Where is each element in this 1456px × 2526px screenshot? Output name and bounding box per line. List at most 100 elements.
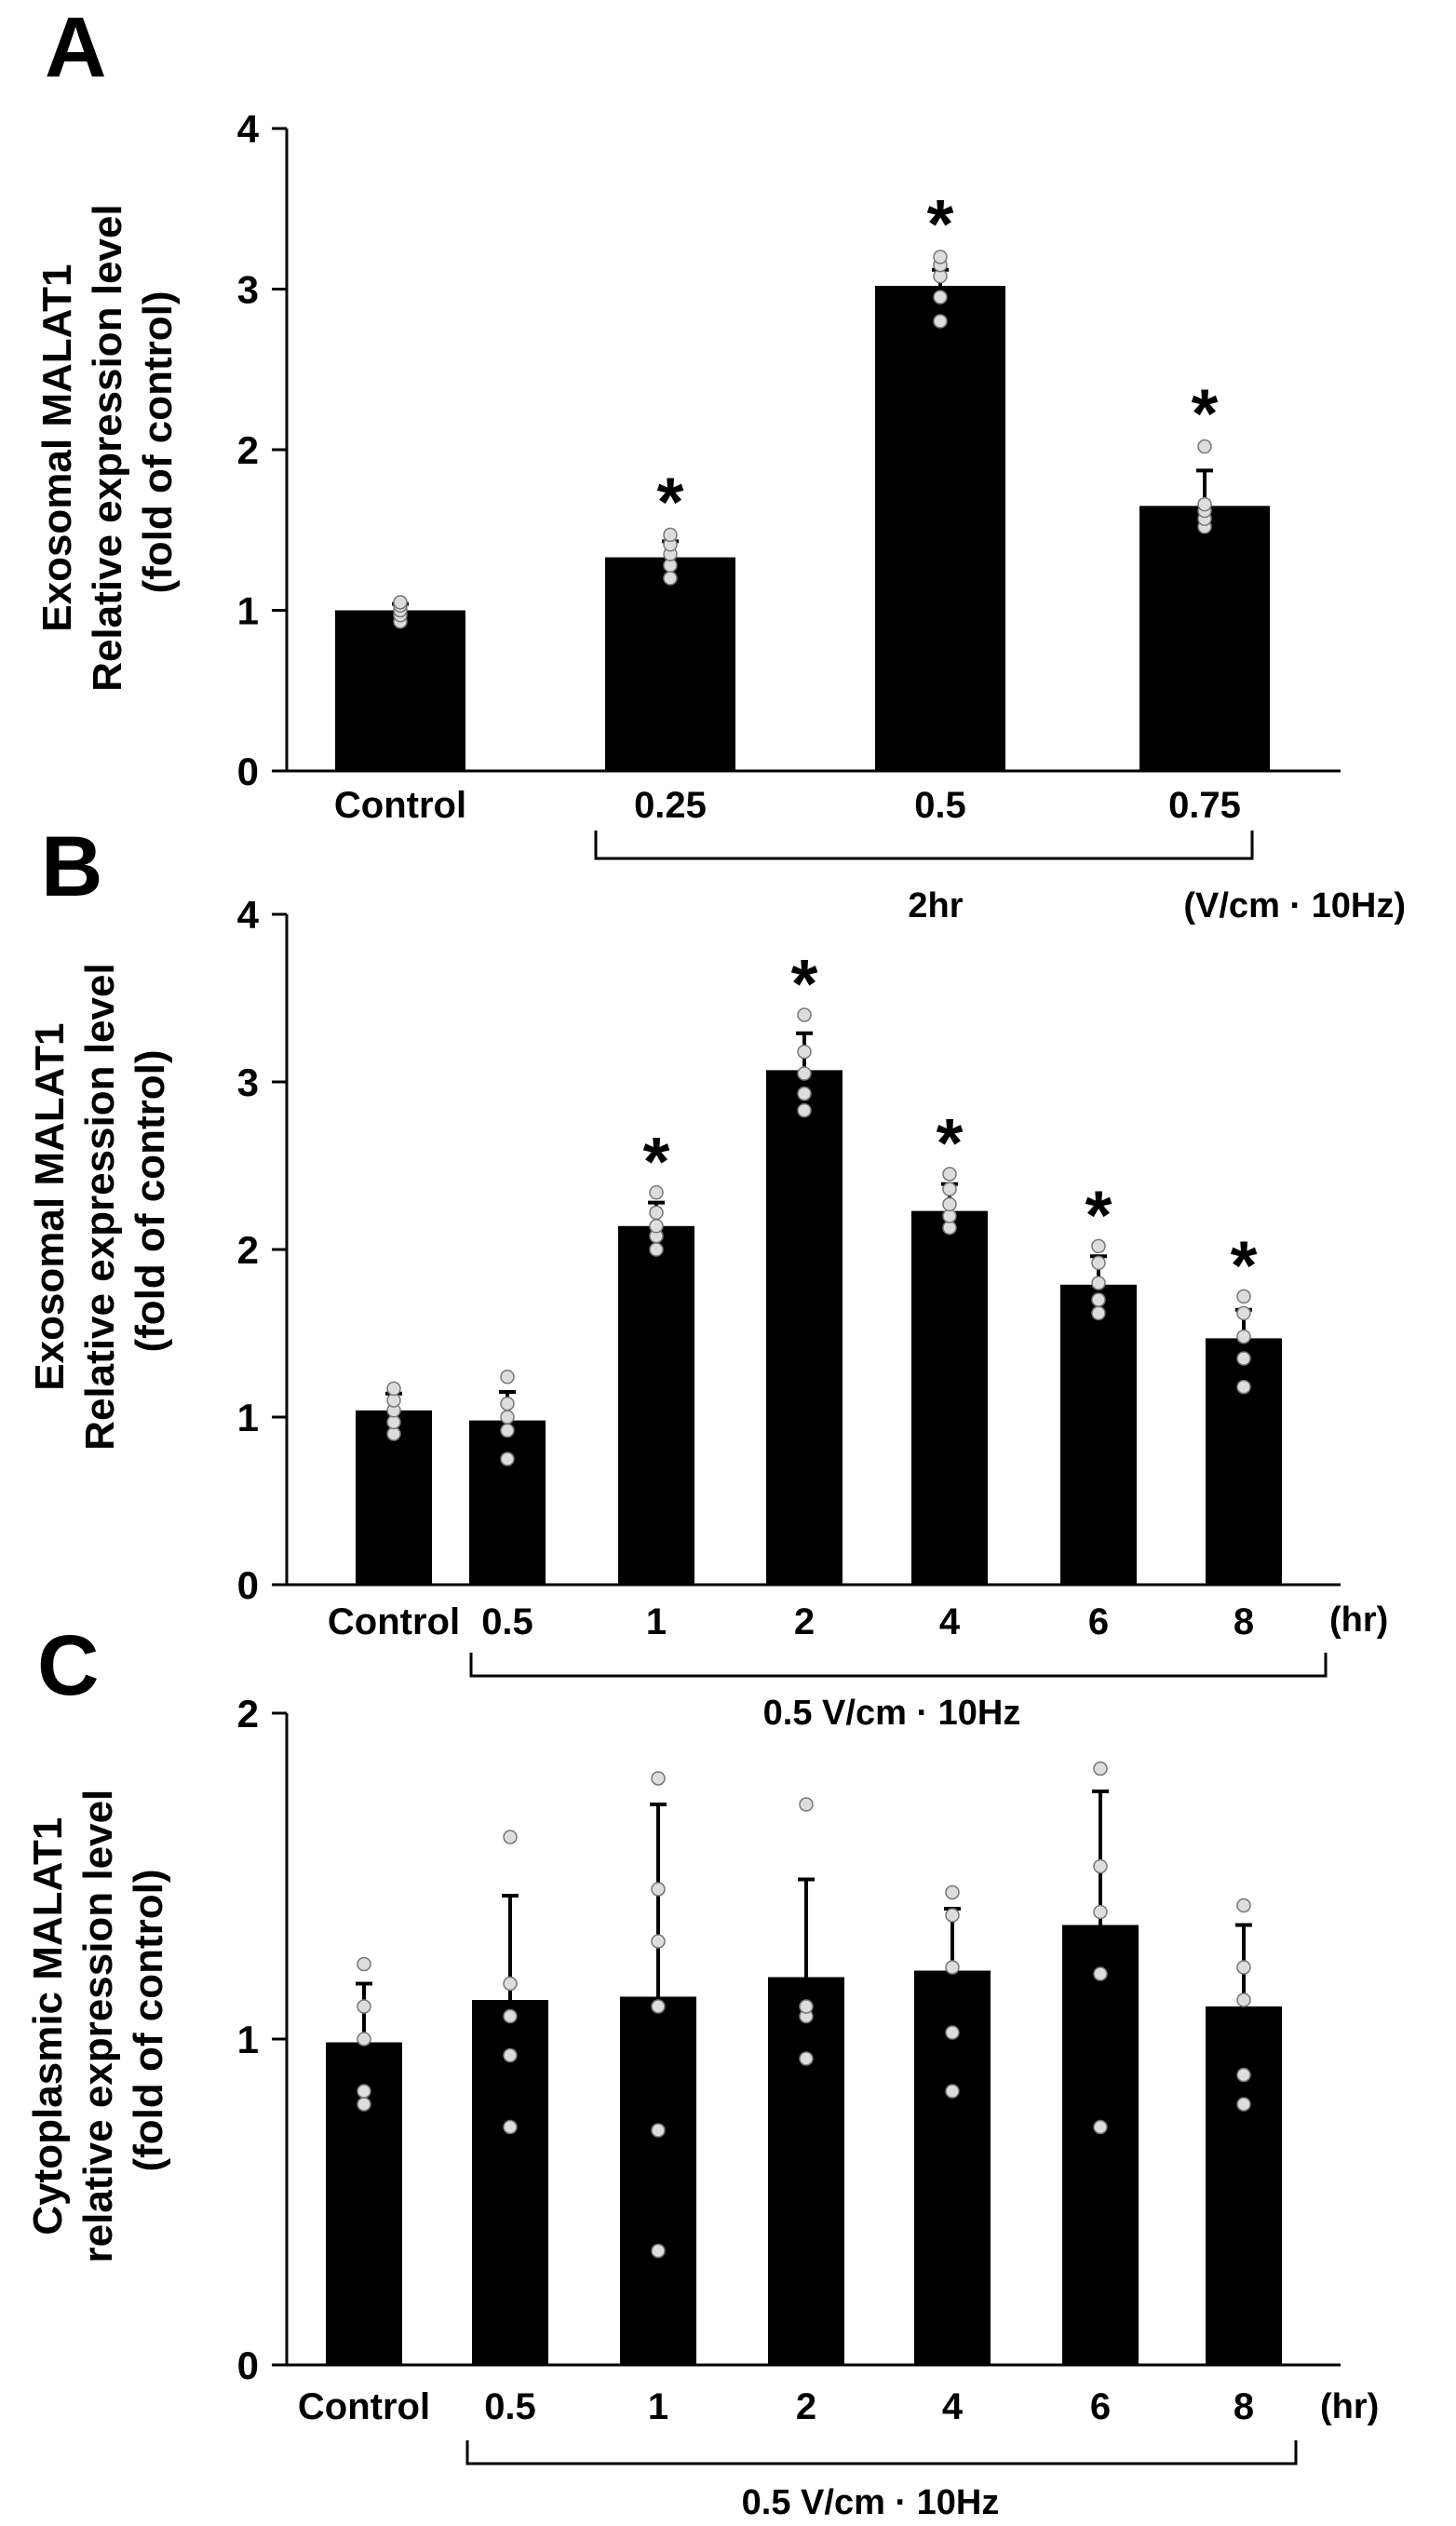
data-point: [500, 1423, 515, 1439]
data-point: [357, 1956, 371, 1972]
chart-panel-c: C Cytoplasmic MALAT1 relative expression…: [25, 1618, 1379, 2522]
x-tick-label: 8: [1234, 1601, 1254, 1642]
data-point: [651, 1999, 666, 2014]
significance-marker: *: [657, 463, 684, 540]
y-axis-title-a: Exosomal MALAT1 Relative expression leve…: [34, 193, 181, 692]
data-point: [500, 1396, 515, 1412]
data-point: [357, 2032, 371, 2046]
x-tick-label: Control: [298, 2386, 430, 2427]
data-point: [797, 1007, 812, 1022]
significance-marker: *: [937, 1104, 964, 1182]
x-tick-label: 0.25: [634, 785, 707, 826]
data-point: [500, 1410, 515, 1425]
data-point: [1197, 496, 1212, 512]
x-tick-label: 4: [942, 2386, 964, 2427]
y-axis-title-line1: Cytoplasmic MALAT1: [25, 1817, 71, 2236]
y-tick-label: 1: [237, 2018, 259, 2061]
bar: [768, 1977, 844, 2365]
data-point: [393, 595, 408, 610]
data-point: [799, 1797, 814, 1812]
x-tick-label: 6: [1090, 2386, 1111, 2427]
chart-panel-b: B Exosomal MALAT1 Relative expression le…: [27, 819, 1388, 1733]
bar: [1206, 1338, 1282, 1585]
data-point: [1236, 1898, 1251, 1913]
y-tick-label: 3: [237, 268, 259, 312]
bar: [1206, 2006, 1282, 2365]
data-point: [1236, 1351, 1251, 1366]
x-tick-label: 0.5: [481, 1601, 533, 1642]
significance-marker: *: [791, 945, 818, 1022]
y-axis-title-line3: (fold of control): [126, 1869, 171, 2171]
unit-label: (V/cm · 10Hz): [1183, 886, 1406, 925]
data-point: [663, 527, 678, 543]
data-point: [1236, 2067, 1251, 2083]
bar: [1062, 1925, 1139, 2365]
significance-marker: *: [1231, 1226, 1258, 1304]
data-point: [386, 1381, 401, 1397]
data-point: [1091, 1292, 1106, 1307]
data-point: [1093, 1904, 1108, 1920]
bracket-label: 0.5 V/cm · 10Hz: [742, 2483, 1000, 2522]
data-point: [1236, 1992, 1251, 2007]
data-point: [1093, 1858, 1108, 1874]
data-point: [649, 1205, 664, 1221]
data-point: [651, 2123, 666, 2138]
y-axis-title-line2: relative expression level: [75, 1790, 121, 2263]
y-axis-title-line1: Exosomal MALAT1: [34, 263, 80, 631]
y-tick-label: 4: [237, 893, 260, 937]
y-tick-label: 0: [237, 1563, 259, 1607]
y-tick-label: 0: [237, 2344, 259, 2387]
x-tick-label: Control: [334, 785, 466, 826]
data-point: [1093, 2119, 1108, 2135]
data-point: [945, 1908, 960, 1923]
data-point: [651, 2243, 666, 2259]
bar: [620, 1996, 696, 2365]
x-tick-label: 0.5: [914, 785, 966, 826]
data-point: [500, 1452, 515, 1466]
bar: [766, 1070, 843, 1585]
group-bracket: [594, 831, 1254, 860]
bar: [605, 557, 735, 771]
bar: [469, 1420, 546, 1585]
data-point: [799, 1999, 814, 2014]
panel-label-b: B: [41, 819, 102, 914]
data-point: [945, 1960, 960, 1975]
x-tick-label: 0.5: [484, 2386, 536, 2427]
significance-marker: *: [927, 185, 954, 263]
data-point: [663, 571, 678, 586]
y-tick-label: 3: [237, 1060, 259, 1104]
data-point: [797, 1044, 812, 1060]
bracket-label: 2hr: [908, 886, 963, 925]
data-point: [1091, 1305, 1106, 1321]
significance-marker: *: [643, 1123, 670, 1200]
bar: [335, 610, 465, 771]
y-tick-label: 2: [237, 1692, 259, 1736]
data-point: [1236, 1960, 1251, 1975]
y-axis-title-line2: Relative expression level: [85, 204, 130, 691]
data-point: [933, 290, 948, 304]
y-axis-title-line3: (fold of control): [135, 290, 181, 593]
data-point: [1236, 1305, 1251, 1321]
data-point: [942, 1182, 957, 1196]
x-tick-label: 1: [648, 2386, 668, 2427]
data-point: [651, 1882, 666, 1897]
bar: [875, 286, 1005, 771]
y-axis-title-line1: Exosomal MALAT1: [27, 1022, 73, 1390]
data-point: [797, 1066, 812, 1081]
data-point: [1236, 2097, 1251, 2112]
data-point: [651, 1934, 666, 1949]
group-bracket: [469, 1653, 1328, 1678]
data-point: [1093, 1966, 1108, 1981]
data-point: [945, 2025, 960, 2040]
y-tick-label: 0: [237, 750, 259, 793]
data-point: [945, 2084, 960, 2099]
data-point: [649, 1219, 664, 1234]
data-point: [945, 1884, 960, 1900]
data-point: [1091, 1276, 1106, 1290]
data-point: [797, 1102, 812, 1118]
data-point: [1236, 1289, 1251, 1304]
data-point: [503, 2008, 518, 2024]
data-point: [1236, 1329, 1251, 1344]
data-point: [1091, 1238, 1106, 1254]
